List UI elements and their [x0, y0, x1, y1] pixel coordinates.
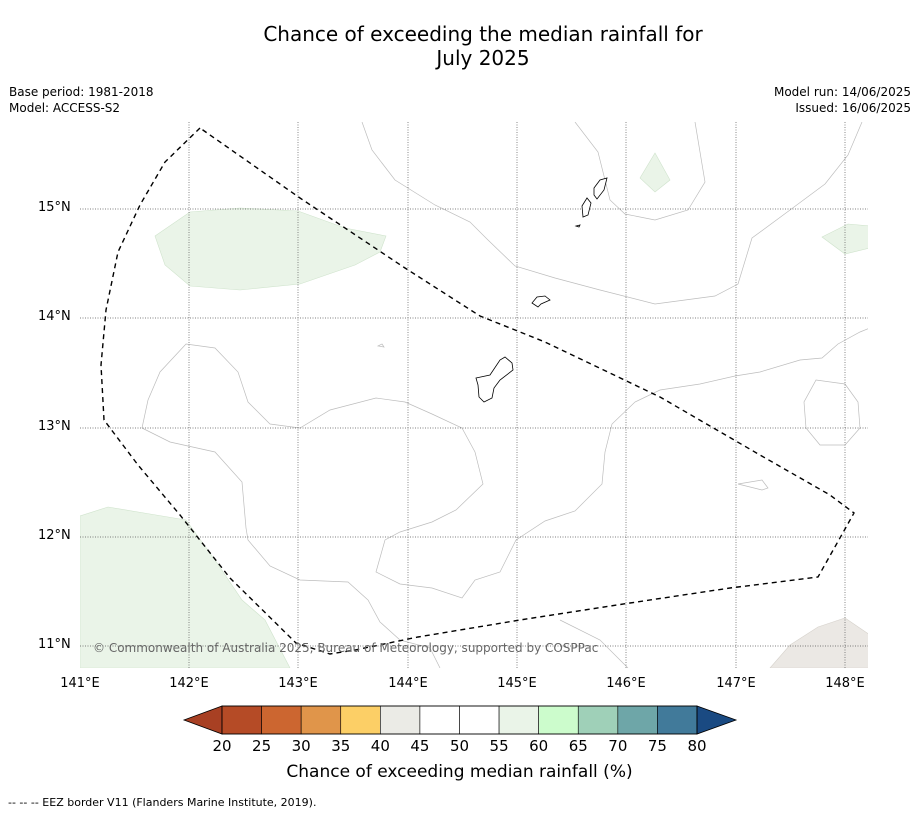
model-run: Model run: 14/06/2025: [773, 85, 911, 99]
footnote: -- -- -- EEZ border V11 (Flanders Marine…: [8, 796, 317, 809]
colorbar-cell: [617, 705, 658, 735]
colorbar-extend-low: [182, 705, 223, 735]
lon-tick-147: 147°E: [716, 676, 756, 691]
copyright-notice: © Commonwealth of Australia 2025, Bureau…: [93, 641, 599, 655]
meta-right: Model run: 14/06/2025 Issued: 16/06/2025: [774, 84, 911, 116]
lat-tick-13: 13°N: [38, 419, 71, 434]
colorbar-cell: [261, 705, 302, 735]
colorbar-label: 80: [687, 737, 707, 755]
colorbar-cell: [300, 705, 342, 735]
lat-tick-11: 11°N: [38, 637, 71, 652]
islands: [475, 177, 608, 403]
colorbar-label: 65: [568, 737, 588, 755]
chart-title: Chance of exceeding the median rainfall …: [0, 22, 919, 70]
region-above-median-east: [821, 223, 868, 255]
lon-tick-143: 143°E: [278, 676, 318, 691]
colorbar-label: 40: [370, 737, 390, 755]
colorbar-frame: [221, 705, 698, 735]
region-above-median-northeast: [639, 152, 671, 193]
colorbar-label: 25: [252, 737, 272, 755]
colorbar-cell: [380, 705, 421, 735]
rota-island: [531, 295, 551, 308]
meta-left: Base period: 1981-2018 Model: ACCESS-S2: [9, 84, 154, 116]
base-period: Base period: 1981-2018: [9, 85, 154, 99]
guam-island: [475, 356, 514, 403]
colorbar-cell: [419, 705, 460, 735]
colorbar-cell: [459, 705, 500, 735]
lon-tick-146: 146°E: [606, 676, 646, 691]
colorbar-cell: [538, 705, 579, 735]
lon-tick-145: 145°E: [497, 676, 537, 691]
title-line-2: July 2025: [436, 46, 530, 70]
lon-tick-144: 144°E: [388, 676, 428, 691]
colorbar-label: 75: [647, 737, 667, 755]
colorbar-label: 55: [489, 737, 509, 755]
issued-date: Issued: 16/06/2025: [795, 101, 911, 115]
contour-lines: [141, 122, 868, 668]
lat-tick-14: 14°N: [38, 309, 71, 324]
colorbar-label: 50: [449, 737, 470, 755]
colorbar-cell: [340, 705, 381, 735]
tinian-island: [581, 197, 592, 218]
lat-tick-12: 12°N: [38, 528, 71, 543]
lat-tick-15: 15°N: [38, 200, 71, 215]
colorbar-cell: [577, 705, 619, 735]
colorbar-label: 45: [410, 737, 430, 755]
colorbar-cell: [498, 705, 539, 735]
model-name: Model: ACCESS-S2: [9, 101, 121, 115]
gridlines: [80, 122, 868, 668]
eez-border: [100, 127, 855, 655]
saipan-island: [593, 177, 608, 200]
aguijan-island: [574, 224, 581, 228]
colorbar-extend-high: [696, 705, 738, 735]
colorbar-label: 60: [529, 737, 549, 755]
colorbar-cell: [221, 705, 262, 735]
lon-tick-148: 148°E: [825, 676, 865, 691]
region-above-median-southwest: [80, 506, 291, 668]
lon-tick-142: 142°E: [169, 676, 209, 691]
lon-tick-141: 141°E: [60, 676, 100, 691]
region-below-median-southeast: [769, 617, 868, 668]
colorbar-label: 20: [212, 737, 232, 755]
colorbar-label: 30: [291, 737, 311, 755]
colorbar-title: Chance of exceeding median rainfall (%): [286, 762, 633, 782]
region-above-median-north: [154, 207, 387, 291]
colorbar: [182, 705, 738, 735]
colorbar-cell: [657, 705, 698, 735]
title-line-1: Chance of exceeding the median rainfall …: [263, 22, 703, 46]
colorbar-label: 70: [608, 737, 628, 755]
map-layer: [80, 122, 868, 668]
colorbar-label: 35: [331, 737, 351, 755]
